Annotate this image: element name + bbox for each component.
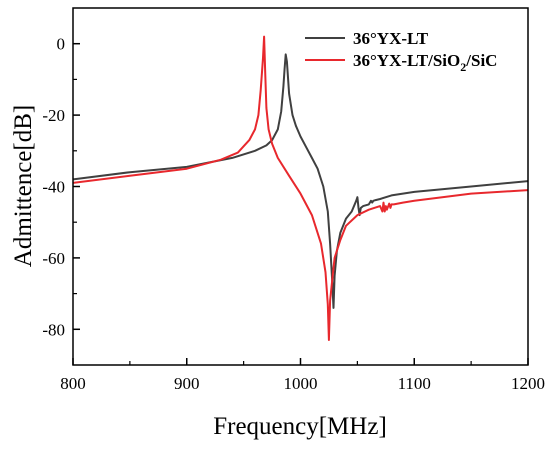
y-tick-label: -40 — [42, 178, 65, 197]
y-tick-label: -20 — [42, 106, 65, 125]
legend: 36°YX-LT 36°YX-LT/SiO2/SiC — [305, 29, 497, 74]
x-tick-label: 900 — [174, 374, 200, 393]
y-axis-title: Admittence[dB] — [10, 105, 37, 267]
y-tick-label: -80 — [42, 320, 65, 339]
x-tick-label: 1000 — [284, 374, 318, 393]
y-tick-label: 0 — [57, 35, 66, 54]
x-tick-label: 1100 — [398, 374, 431, 393]
x-axis-title: Frequency[MHz] — [213, 413, 387, 440]
x-tick-label: 1200 — [511, 374, 545, 393]
legend-label-1: 36°YX-LT — [353, 29, 429, 48]
legend-label-2: 36°YX-LT/SiO2/SiC — [353, 51, 497, 74]
y-tick-label: -60 — [42, 249, 65, 268]
x-tick-label: 800 — [60, 374, 86, 393]
series-line-2 — [73, 35, 528, 341]
series-line-1 — [73, 53, 528, 309]
